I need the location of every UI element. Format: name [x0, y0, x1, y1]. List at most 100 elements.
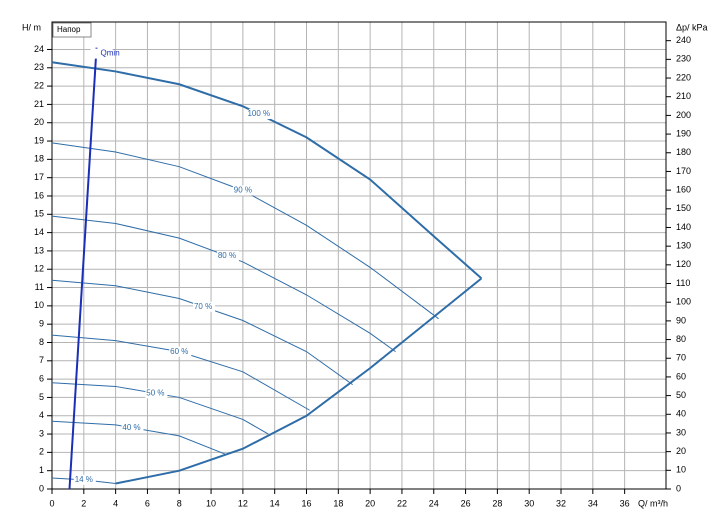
series-line — [51, 61, 483, 280]
x-tick-label: 0 — [49, 498, 54, 508]
x-tick-label: 26 — [461, 498, 471, 508]
legend-box — [52, 22, 92, 38]
series-line — [51, 215, 396, 353]
y-tick-label: 10 — [34, 300, 44, 310]
curve-label: 90 % — [234, 186, 252, 195]
curve-label: 100 % — [247, 109, 270, 118]
y2-tick-label: 90 — [676, 315, 686, 325]
y2-tick-label: 220 — [676, 72, 691, 82]
y-tick-label: 11 — [35, 282, 44, 292]
x-tick-label: 28 — [492, 498, 502, 508]
y2-tick-label: 110 — [676, 278, 690, 288]
x-tick-label: 22 — [397, 498, 407, 508]
y2-tick-label: 150 — [676, 203, 691, 213]
y2-tick-label: 60 — [676, 371, 686, 381]
label-bg — [169, 346, 192, 357]
y2-tick-label: 80 — [676, 334, 686, 344]
series-line — [115, 277, 483, 485]
x-tick-label: 36 — [620, 498, 630, 508]
y-tick-label: 18 — [34, 154, 44, 164]
label-bg — [145, 388, 168, 399]
x-tick-label: 20 — [365, 498, 375, 508]
curve-label: 50 % — [146, 388, 164, 397]
y-tick-label: 0 — [39, 483, 44, 493]
y-tick-label: 15 — [34, 209, 44, 219]
x-tick-label: 18 — [333, 498, 343, 508]
x-axis-label: Q/ m³/h — [638, 498, 668, 508]
label-bg — [121, 422, 144, 433]
y2-tick-label: 200 — [676, 110, 691, 120]
y-tick-label: 9 — [39, 319, 44, 329]
y-tick-label: 4 — [39, 410, 44, 420]
curve-label: 70 % — [194, 302, 212, 311]
y-tick-label: 2 — [39, 447, 44, 457]
y2-tick-label: 140 — [676, 222, 691, 232]
y2-tick-label: 230 — [676, 54, 691, 64]
curve-label: 60 % — [170, 347, 188, 356]
series-line — [51, 420, 226, 455]
legend-label: Напор — [57, 25, 81, 34]
x-tick-label: 12 — [238, 498, 248, 508]
label-bg — [193, 301, 216, 312]
y-tick-label: 8 — [39, 337, 44, 347]
y-tick-label: 1 — [39, 465, 44, 475]
y2-tick-label: 130 — [676, 241, 691, 251]
y2-tick-label: 10 — [676, 465, 686, 475]
y-tick-label: 22 — [34, 80, 44, 90]
y2-tick-label: 50 — [676, 390, 686, 400]
curve-label: 14 % — [75, 475, 93, 484]
label-bg — [73, 474, 96, 485]
x-tick-label: 6 — [145, 498, 150, 508]
y2-tick-label: 100 — [676, 297, 691, 307]
x-tick-label: 24 — [429, 498, 439, 508]
y-tick-label: 12 — [34, 264, 44, 274]
x-tick-label: 2 — [81, 498, 86, 508]
y2-tick-label: 240 — [676, 35, 691, 45]
y-tick-label: 3 — [39, 428, 44, 438]
y-tick-label: 6 — [39, 373, 44, 383]
y-axis-label: H/ m — [22, 22, 41, 32]
y-tick-label: 7 — [39, 355, 44, 365]
x-tick-label: 30 — [524, 498, 534, 508]
x-tick-label: 8 — [177, 498, 182, 508]
y-tick-label: 16 — [34, 190, 44, 200]
x-tick-label: 34 — [588, 498, 598, 508]
y-tick-label: 13 — [34, 245, 44, 255]
y2-tick-label: 180 — [676, 147, 691, 157]
series-line — [51, 382, 269, 435]
label-bg — [248, 109, 271, 120]
label-bg — [90, 48, 113, 59]
curve-label: 40 % — [122, 423, 140, 432]
x-tick-label: 10 — [206, 498, 216, 508]
y-tick-label: 23 — [34, 62, 44, 72]
y-tick-label: 19 — [34, 135, 44, 145]
y2-tick-label: 70 — [676, 353, 686, 363]
y2-tick-label: 190 — [676, 128, 691, 138]
plot-frame — [51, 21, 667, 490]
label-bg — [216, 250, 239, 261]
x-tick-label: 32 — [556, 498, 566, 508]
y-tick-label: 20 — [34, 117, 44, 127]
y-tick-label: 24 — [34, 44, 44, 54]
curve-label: 80 % — [218, 251, 236, 260]
y2-tick-label: 30 — [676, 427, 686, 437]
y2-tick-label: 20 — [676, 446, 686, 456]
y2-tick-label: 210 — [676, 91, 691, 101]
x-tick-label: 4 — [113, 498, 118, 508]
x-tick-label: 14 — [270, 498, 280, 508]
y-tick-label: 21 — [34, 99, 44, 109]
y2-tick-label: 0 — [676, 483, 681, 493]
y-tick-label: 17 — [34, 172, 44, 182]
label-bg — [232, 185, 255, 196]
curve-label: Qmin — [101, 49, 120, 58]
x-tick-label: 16 — [301, 498, 311, 508]
y-tick-label: 5 — [39, 392, 44, 402]
y2-tick-label: 120 — [676, 259, 691, 269]
series-line — [68, 47, 98, 490]
y2-tick-label: 40 — [676, 409, 686, 419]
y2-tick-label: 160 — [676, 184, 691, 194]
y2-axis-label: Δp/ kPa — [676, 22, 708, 32]
y-tick-label: 14 — [34, 227, 44, 237]
